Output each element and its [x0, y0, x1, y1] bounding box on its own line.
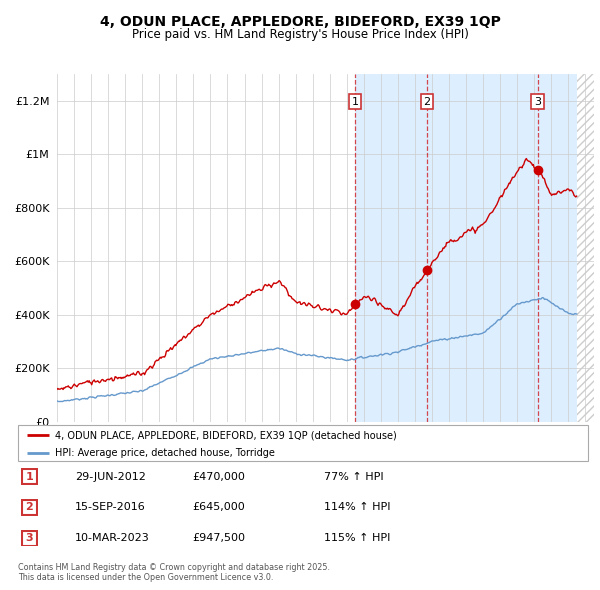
Text: 15-SEP-2016: 15-SEP-2016 [75, 503, 146, 512]
Text: HPI: Average price, detached house, Torridge: HPI: Average price, detached house, Torr… [55, 448, 275, 458]
Text: 114% ↑ HPI: 114% ↑ HPI [324, 503, 391, 512]
Text: Contains HM Land Registry data © Crown copyright and database right 2025.: Contains HM Land Registry data © Crown c… [18, 563, 330, 572]
Text: 77% ↑ HPI: 77% ↑ HPI [324, 472, 383, 481]
Bar [538, 74, 577, 422]
FancyBboxPatch shape [18, 425, 588, 461]
Text: 115% ↑ HPI: 115% ↑ HPI [324, 533, 391, 543]
Text: £470,000: £470,000 [192, 472, 245, 481]
Bar [355, 74, 427, 422]
Text: 4, ODUN PLACE, APPLEDORE, BIDEFORD, EX39 1QP (detached house): 4, ODUN PLACE, APPLEDORE, BIDEFORD, EX39… [55, 430, 397, 440]
Text: 1: 1 [352, 97, 359, 107]
Text: 2: 2 [26, 503, 33, 512]
Text: 3: 3 [534, 97, 541, 107]
Text: 29-JUN-2012: 29-JUN-2012 [75, 472, 146, 481]
Text: 1: 1 [26, 472, 33, 481]
Text: 2: 2 [424, 97, 431, 107]
Text: Price paid vs. HM Land Registry's House Price Index (HPI): Price paid vs. HM Land Registry's House … [131, 28, 469, 41]
Text: 4, ODUN PLACE, APPLEDORE, BIDEFORD, EX39 1QP: 4, ODUN PLACE, APPLEDORE, BIDEFORD, EX39… [100, 15, 500, 29]
FancyBboxPatch shape [22, 500, 37, 515]
Text: This data is licensed under the Open Government Licence v3.0.: This data is licensed under the Open Gov… [18, 572, 274, 582]
Text: 3: 3 [26, 533, 33, 543]
Text: 10-MAR-2023: 10-MAR-2023 [75, 533, 150, 543]
FancyBboxPatch shape [22, 530, 37, 546]
Bar [577, 74, 594, 422]
Bar [427, 74, 538, 422]
Text: £947,500: £947,500 [192, 533, 245, 543]
FancyBboxPatch shape [22, 469, 37, 484]
Text: £645,000: £645,000 [192, 503, 245, 512]
